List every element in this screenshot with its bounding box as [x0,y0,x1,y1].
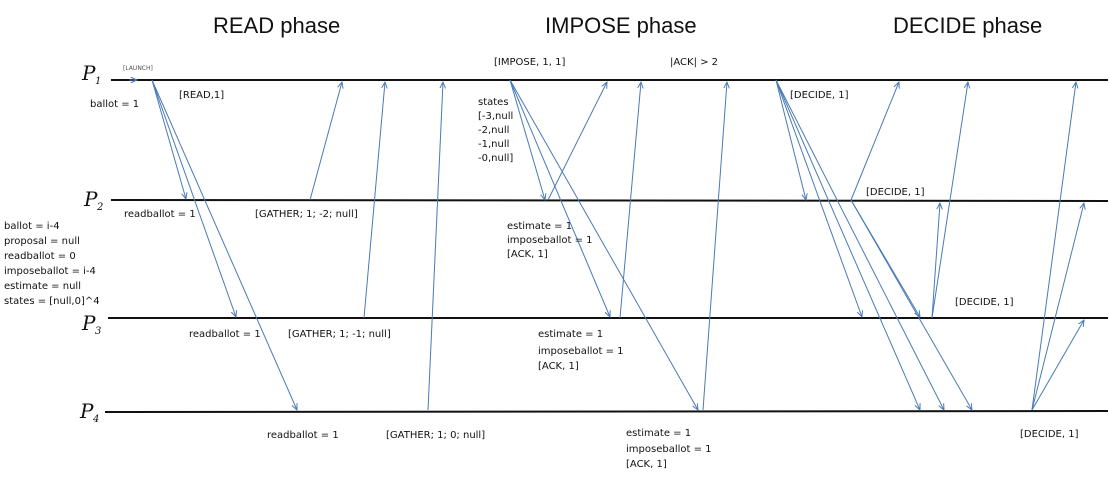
decide-phase-title: DECIDE phase [893,13,1042,38]
p2-estimate: estimate = 1 [507,221,572,232]
read-phase-title: READ phase [213,13,340,38]
p1-states: states [-3,null -2,null -1,null -0,null] [478,97,513,164]
svg-text:readballot = 0: readballot = 0 [4,251,76,262]
svg-text:imposeballot = i-4: imposeballot = i-4 [4,266,96,277]
svg-text:states: states [478,97,509,108]
p4-imposeballot: imposeballot = 1 [626,444,712,455]
p3-readballot: readballot = 1 [189,329,261,340]
svg-text:-2,null: -2,null [478,125,509,136]
svg-text:1: 1 [95,76,101,87]
decide-messages-p4 [1032,82,1084,410]
p1-read-msg: [READ,1] [179,90,224,101]
initial-state-list: ballot = i-4 proposal = null readballot … [4,221,100,307]
decide-messages-p2 [851,82,972,410]
impose-phase-title: IMPOSE phase [545,13,697,38]
svg-text:P: P [81,61,96,85]
svg-text:P: P [81,311,96,335]
svg-text:-1,null: -1,null [478,139,509,150]
p3-decide-msg: [DECIDE, 1] [955,297,1014,308]
svg-text:2: 2 [96,202,103,213]
p4-gather: [GATHER; 1; 0; null] [386,430,485,441]
svg-text:-0,null]: -0,null] [478,153,513,164]
timeline-p4 [105,411,1108,412]
p4-ack: [ACK, 1] [626,459,667,470]
p2-readballot: readballot = 1 [124,209,196,220]
p2-gather: [GATHER; 1; -2; null] [255,209,358,220]
p2-ack: [ACK, 1] [507,249,548,260]
p4-estimate: estimate = 1 [626,428,691,439]
gather-messages [310,82,443,410]
p1-impose-msg: [IMPOSE, 1, 1] [494,57,565,68]
p4-decide-msg: [DECIDE, 1] [1020,429,1079,440]
launch-label: [LAUNCH] [123,65,153,72]
svg-text:ballot = i-4: ballot = i-4 [4,221,60,232]
svg-text:P: P [83,187,98,211]
svg-text:3: 3 [95,326,101,337]
svg-text:4: 4 [92,414,99,425]
process-label-p3: P 3 [81,311,101,337]
read-messages [152,80,297,410]
p3-estimate: estimate = 1 [538,329,603,340]
p4-readballot: readballot = 1 [267,430,339,441]
p3-gather: [GATHER; 1; -1; null] [288,329,391,340]
process-label-p4: P 4 [79,399,99,425]
p1-ballot: ballot = 1 [90,99,139,110]
svg-text:states = [null,0]^4: states = [null,0]^4 [4,296,100,307]
p1-decide-msg: [DECIDE, 1] [790,90,849,101]
process-label-p2: P 2 [83,187,103,213]
svg-text:proposal = null: proposal = null [4,236,80,247]
svg-text:P: P [79,399,94,423]
p3-imposeballot: imposeballot = 1 [538,346,624,357]
p2-imposeballot: imposeballot = 1 [507,235,593,246]
p2-decide-msg: [DECIDE, 1] [866,187,925,198]
process-label-p1: P 1 [81,61,101,87]
svg-text:[-3,null: [-3,null [478,111,513,122]
svg-text:estimate = null: estimate = null [4,281,81,292]
decide-messages-p1 [776,80,944,410]
timeline-p2 [111,200,1108,201]
p1-ack-count: |ACK| > 2 [670,57,718,68]
p3-ack: [ACK, 1] [538,361,579,372]
